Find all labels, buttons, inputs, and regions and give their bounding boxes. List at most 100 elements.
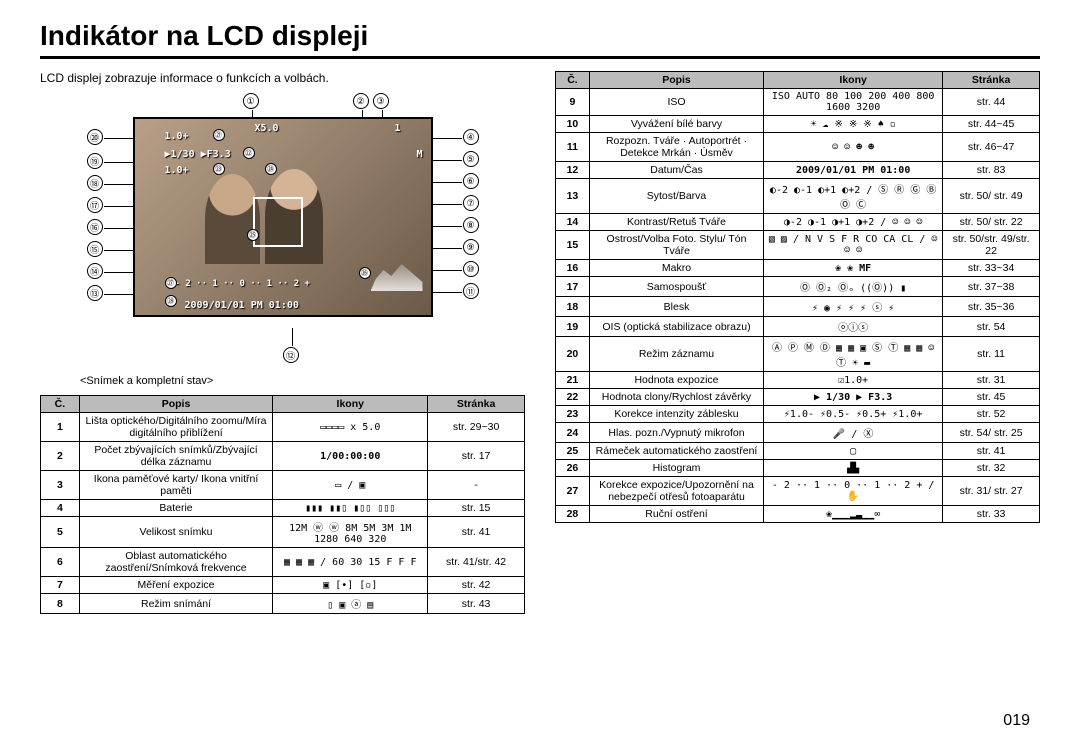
cell-page: str. 50/ str. 22 <box>943 214 1040 231</box>
th-num: Č. <box>41 396 80 413</box>
cell-icons: ISO AUTO 80 100 200 400 800 1600 3200 <box>764 89 943 116</box>
osd-m: M <box>416 149 422 160</box>
cell-desc: Histogram <box>589 460 763 477</box>
cell-page: str. 11 <box>943 337 1040 372</box>
cell-icons: ⚡ ◉ ⚡ ⚡ ⚡ ⓢ ⚡ <box>764 297 943 317</box>
cell-icons: ▯ ▣ ⓐ ▤ <box>273 594 428 614</box>
table-row: 6Oblast automatického zaostření/Snímková… <box>41 548 525 577</box>
cell-page: str. 35~36 <box>943 297 1040 317</box>
right-column: Č. Popis Ikony Stránka 9ISOISO AUTO 80 1… <box>555 71 1040 614</box>
cell-page: str. 46~47 <box>943 133 1040 162</box>
cell-desc: Režim záznamu <box>589 337 763 372</box>
cell-icons: ▶ 1/30 ▶ F3.3 <box>764 389 943 406</box>
cell-page: - <box>428 471 525 500</box>
cell-num: 22 <box>556 389 590 406</box>
callout-21: ㉑ <box>213 129 225 141</box>
cell-icons: ☺ ☺ ☻ ☻ <box>764 133 943 162</box>
page-title: Indikátor na LCD displeji <box>40 20 1040 59</box>
table-row: 12Datum/Čas2009/01/01 PM 01:00str. 83 <box>556 162 1040 179</box>
cell-icons: ◐-2 ◐-1 ◐+1 ◐+2 / Ⓢ Ⓡ Ⓖ Ⓑ Ⓞ Ⓒ <box>764 179 943 214</box>
cell-page: str. 54 <box>943 317 1040 337</box>
th-desc: Popis <box>79 396 273 413</box>
cell-num: 19 <box>556 317 590 337</box>
cell-desc: Sytost/Barva <box>589 179 763 214</box>
table-row: 7Měření expozice▣ [•] [▫]str. 42 <box>41 577 525 594</box>
table-row: 16Makro❀ ❀ MFstr. 33~34 <box>556 260 1040 277</box>
cell-page: str. 41 <box>428 517 525 548</box>
callout-9: ⑨ <box>463 239 479 255</box>
lcd-preview: 1.0+ X5.0 1 M ▶1/30 ▶F3.3 1.0+ - 2 ·· 1 … <box>133 117 433 317</box>
cell-icons: ⓞⓘⓢ <box>764 317 943 337</box>
cell-page: str. 50/ str. 49 <box>943 179 1040 214</box>
table-row: 1Lišta optického/Digitálního zoomu/Míra … <box>41 413 525 442</box>
table-row: 20Režim záznamuⒶ Ⓟ Ⓜ Ⓓ ▦ ▦ ▣ Ⓢ Ⓣ ▦ ▦ ☺ Ⓣ… <box>556 337 1040 372</box>
cell-num: 2 <box>41 442 80 471</box>
cell-icons: - 2 ·· 1 ·· 0 ·· 1 ·· 2 + / ✋ <box>764 477 943 506</box>
table-row: 21Hodnota expozice☑1.0+str. 31 <box>556 372 1040 389</box>
cell-desc: Baterie <box>79 500 273 517</box>
cell-page: str. 54/ str. 25 <box>943 423 1040 443</box>
cell-num: 8 <box>41 594 80 614</box>
cell-desc: Hlas. pozn./Vypnutý mikrofon <box>589 423 763 443</box>
cell-icons: ❀▁▁▁▂▃▁▁∞ <box>764 506 943 523</box>
cell-num: 25 <box>556 443 590 460</box>
cell-icons: ▧ ▨ / N V S F R CO CA CL / ☺ ☺ ☺ <box>764 231 943 260</box>
osd-ev2: 1.0+ <box>165 165 189 176</box>
osd-ev: 1.0+ <box>165 131 189 142</box>
table-row: 13Sytost/Barva◐-2 ◐-1 ◐+1 ◐+2 / Ⓢ Ⓡ Ⓖ Ⓑ … <box>556 179 1040 214</box>
callout-1: ① <box>243 93 259 109</box>
cell-desc: ISO <box>589 89 763 116</box>
cell-icons: ▭ / ▣ <box>273 471 428 500</box>
cell-icons: ▣ [•] [▫] <box>273 577 428 594</box>
cell-num: 27 <box>556 477 590 506</box>
cell-desc: Hodnota clony/Rychlost závěrky <box>589 389 763 406</box>
callout-12: ⑫ <box>283 347 299 363</box>
callout-24: ㉔ <box>265 163 277 175</box>
cell-num: 26 <box>556 460 590 477</box>
cell-icons: Ⓞ Ⓞ₂ Ⓞₒ ((Ⓞ)) ▮ <box>764 277 943 297</box>
cell-desc: Hodnota expozice <box>589 372 763 389</box>
cell-page: str. 83 <box>943 162 1040 179</box>
cell-icons: 2009/01/01 PM 01:00 <box>764 162 943 179</box>
callout-6: ⑥ <box>463 173 479 189</box>
table-row: 25Rámeček automatického zaostření▢str. 4… <box>556 443 1040 460</box>
cell-desc: Počet zbývajících snímků/Zbývající délka… <box>79 442 273 471</box>
table-row: 2Počet zbývajících snímků/Zbývající délk… <box>41 442 525 471</box>
cell-desc: Oblast automatického zaostření/Snímková … <box>79 548 273 577</box>
cell-page: str. 45 <box>943 389 1040 406</box>
cell-icons: ◑-2 ◑-1 ◑+1 ◑+2 / ☺ ☺ ☺ <box>764 214 943 231</box>
table-row: 22Hodnota clony/Rychlost závěrky▶ 1/30 ▶… <box>556 389 1040 406</box>
cell-icons: 🎤 / Ⓧ <box>764 423 943 443</box>
callout-2: ② <box>353 93 369 109</box>
table-row: 5Velikost snímku12M ⓦ ⓦ 8M 5M 3M 1M 1280… <box>41 517 525 548</box>
cell-num: 4 <box>41 500 80 517</box>
th-page-r: Stránka <box>943 72 1040 89</box>
cell-desc: Ikona paměťové karty/ Ikona vnitřní pamě… <box>79 471 273 500</box>
cell-page: str. 32 <box>943 460 1040 477</box>
table-row: 4Baterie▮▮▮ ▮▮▯ ▮▯▯ ▯▯▯str. 15 <box>41 500 525 517</box>
callout-22: ㉒ <box>243 147 255 159</box>
cell-icons: 12M ⓦ ⓦ 8M 5M 3M 1M 1280 640 320 <box>273 517 428 548</box>
table-row: 24Hlas. pozn./Vypnutý mikrofon🎤 / Ⓧstr. … <box>556 423 1040 443</box>
callout-5: ⑤ <box>463 151 479 167</box>
callout-15: ⑮ <box>87 241 103 257</box>
callout-26: ㉖ <box>359 267 371 279</box>
table-row: 18Blesk⚡ ◉ ⚡ ⚡ ⚡ ⓢ ⚡str. 35~36 <box>556 297 1040 317</box>
cell-num: 13 <box>556 179 590 214</box>
cell-page: str. 43 <box>428 594 525 614</box>
table-row: 9ISOISO AUTO 80 100 200 400 800 1600 320… <box>556 89 1040 116</box>
th-page: Stránka <box>428 396 525 413</box>
cell-desc: Rámeček automatického zaostření <box>589 443 763 460</box>
cell-icons: ▭▭▭▭ x 5.0 <box>273 413 428 442</box>
callout-18: ⑱ <box>87 175 103 191</box>
table-row: 14Kontrast/Retuš Tváře◑-2 ◑-1 ◑+1 ◑+2 / … <box>556 214 1040 231</box>
cell-desc: Korekce intenzity záblesku <box>589 406 763 423</box>
osd-shutter: ▶1/30 ▶F3.3 <box>165 149 231 160</box>
cell-icons: ▟▙ <box>764 460 943 477</box>
table-right: Č. Popis Ikony Stránka 9ISOISO AUTO 80 1… <box>555 71 1040 523</box>
table-left: Č. Popis Ikony Stránka 1Lišta optického/… <box>40 395 525 614</box>
cell-desc: OIS (optická stabilizace obrazu) <box>589 317 763 337</box>
cell-page: str. 41 <box>943 443 1040 460</box>
cell-desc: Vyvážení bílé barvy <box>589 116 763 133</box>
cell-icons: ⚡1.0- ⚡0.5- ⚡0.5+ ⚡1.0+ <box>764 406 943 423</box>
